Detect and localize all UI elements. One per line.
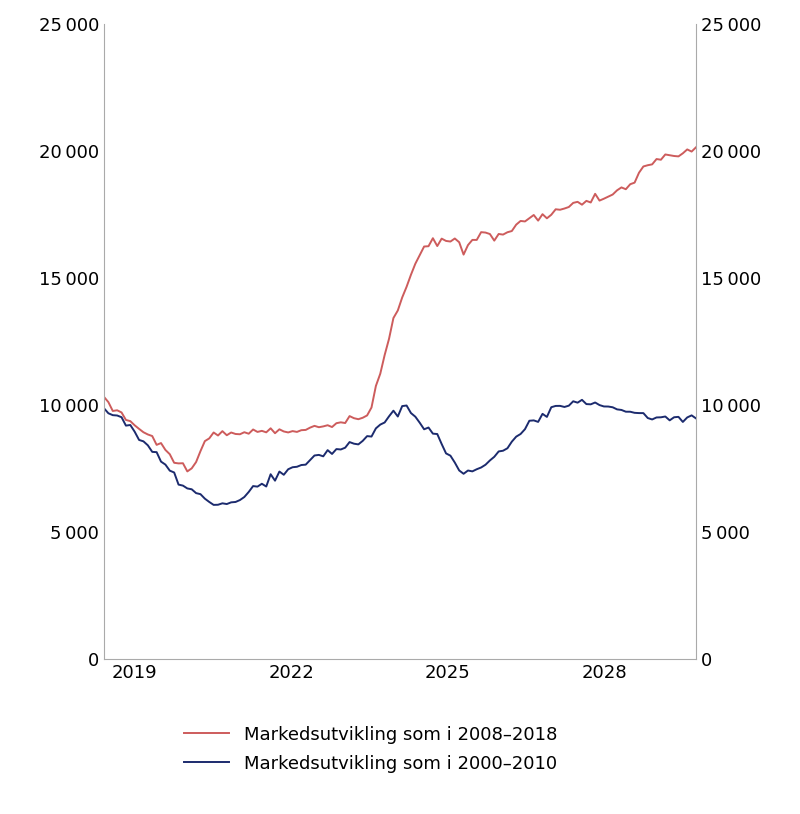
Markedsutvikling som i 2000–2010 xyxy=(209,500,218,510)
Line: Markedsutvikling som i 2000–2010: Markedsutvikling som i 2000–2010 xyxy=(104,400,696,505)
Markedsutvikling som i 2008–2018 xyxy=(586,198,595,208)
Markedsutvikling som i 2000–2010 xyxy=(691,414,701,423)
Markedsutvikling som i 2000–2010 xyxy=(577,395,586,405)
Markedsutvikling som i 2008–2018 xyxy=(590,189,600,199)
Markedsutvikling som i 2000–2010 xyxy=(594,400,604,410)
Legend: Markedsutvikling som i 2008–2018, Markedsutvikling som i 2000–2010: Markedsutvikling som i 2008–2018, Marked… xyxy=(184,725,557,772)
Markedsutvikling som i 2000–2010 xyxy=(332,444,342,454)
Markedsutvikling som i 2008–2018 xyxy=(99,392,109,402)
Markedsutvikling som i 2000–2010 xyxy=(665,415,674,425)
Markedsutvikling som i 2008–2018 xyxy=(661,150,670,160)
Markedsutvikling som i 2000–2010 xyxy=(99,404,109,414)
Markedsutvikling som i 2000–2010 xyxy=(590,397,600,407)
Markedsutvikling som i 2000–2010 xyxy=(170,467,179,477)
Markedsutvikling som i 2008–2018 xyxy=(582,196,591,206)
Markedsutvikling som i 2008–2018 xyxy=(182,466,192,476)
Markedsutvikling som i 2008–2018 xyxy=(332,418,342,428)
Markedsutvikling som i 2008–2018 xyxy=(170,458,179,468)
Markedsutvikling som i 2000–2010 xyxy=(586,400,595,409)
Markedsutvikling som i 2008–2018 xyxy=(691,142,701,152)
Line: Markedsutvikling som i 2008–2018: Markedsutvikling som i 2008–2018 xyxy=(104,147,696,471)
